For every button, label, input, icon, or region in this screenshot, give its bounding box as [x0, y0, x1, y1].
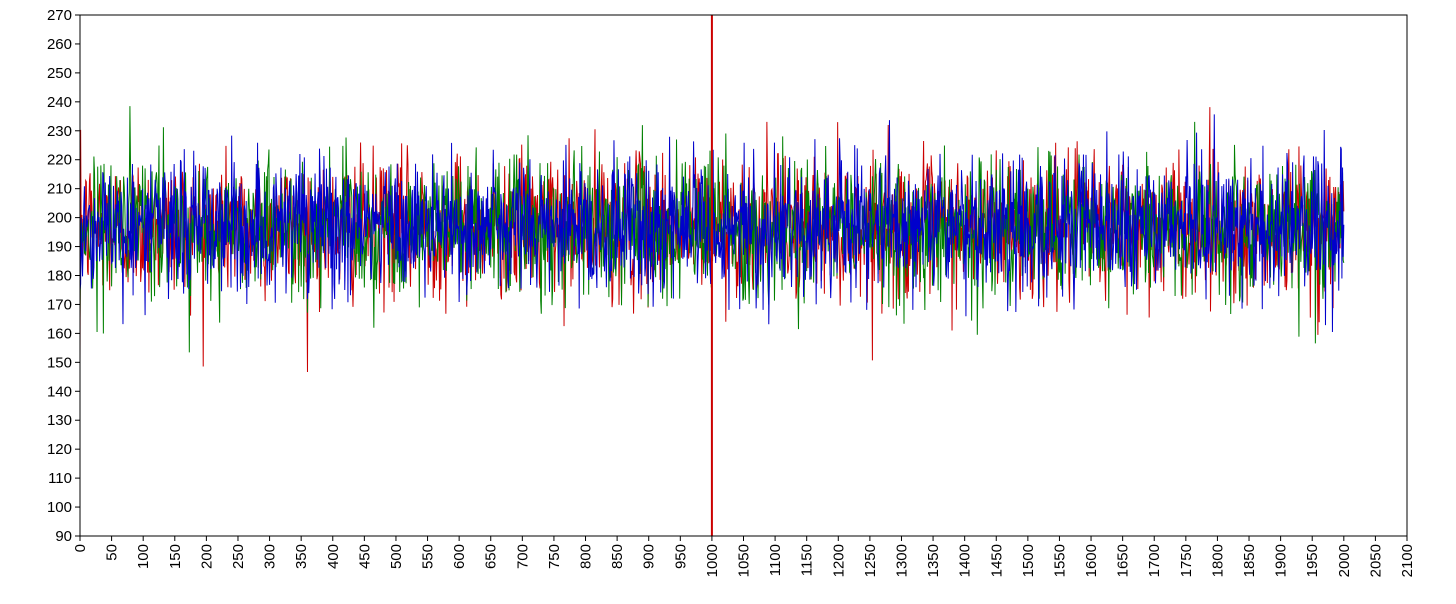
y-tick-label: 90 — [55, 528, 72, 545]
x-tick-label: 1450 — [988, 544, 1005, 577]
y-tick-label: 270 — [47, 7, 72, 24]
x-tick-label: 2050 — [1367, 544, 1384, 577]
y-tick-label: 150 — [47, 354, 72, 371]
x-tick-label: 1200 — [830, 544, 847, 577]
y-tick-label: 170 — [47, 296, 72, 313]
x-tick-label: 1750 — [1178, 544, 1195, 577]
y-tick-label: 100 — [47, 499, 72, 516]
x-axis: 0 50 100 150 200 250 300 350 400 450 500 550 600 650 7… — [72, 536, 1416, 577]
y-tick-label: 220 — [47, 152, 72, 169]
x-tick-label: 200 — [198, 544, 215, 569]
y-tick-label: 180 — [47, 268, 72, 285]
x-tick-label: 1350 — [925, 544, 942, 577]
x-tick-label: 2000 — [1336, 544, 1353, 577]
x-tick-label: 300 — [262, 544, 279, 569]
y-tick-label: 250 — [47, 65, 72, 82]
x-tick-label: 1600 — [1083, 544, 1100, 577]
x-tick-label: 250 — [230, 544, 247, 569]
x-tick-label: 600 — [451, 544, 468, 569]
x-tick-label: 400 — [325, 544, 342, 569]
x-tick-label: 100 — [135, 544, 152, 569]
x-tick-label: 1950 — [1304, 544, 1321, 577]
x-tick-label: 0 — [72, 544, 89, 552]
x-tick-label: 350 — [293, 544, 310, 569]
y-tick-label: 260 — [47, 36, 72, 53]
y-tick-label: 210 — [47, 181, 72, 198]
x-tick-label: 150 — [167, 544, 184, 569]
y-tick-label: 230 — [47, 123, 72, 140]
x-tick-label: 450 — [356, 544, 373, 569]
x-tick-label: 850 — [609, 544, 626, 569]
x-tick-label: 1400 — [957, 544, 974, 577]
x-tick-label: 2100 — [1399, 544, 1416, 577]
x-tick-label: 650 — [483, 544, 500, 569]
y-tick-label: 120 — [47, 441, 72, 458]
x-tick-label: 950 — [672, 544, 689, 569]
y-tick-label: 160 — [47, 325, 72, 342]
x-tick-label: 900 — [641, 544, 658, 569]
x-tick-label: 1100 — [767, 544, 784, 576]
x-tick-label: 1150 — [799, 544, 816, 576]
x-tick-label: 550 — [420, 544, 437, 569]
x-tick-label: 1850 — [1241, 544, 1258, 577]
x-tick-label: 1000 — [704, 544, 721, 577]
y-tick-label: 240 — [47, 94, 72, 111]
x-tick-label: 1800 — [1209, 544, 1226, 577]
y-tick-label: 110 — [48, 470, 72, 487]
x-tick-label: 800 — [578, 544, 595, 569]
x-tick-label: 1900 — [1273, 544, 1290, 577]
x-tick-label: 1050 — [736, 544, 753, 577]
y-axis: 90 100 110 120 130 140 150 160 170 180 190 200 210 22… — [47, 7, 80, 545]
x-tick-label: 1300 — [893, 544, 910, 577]
x-tick-label: 500 — [388, 544, 405, 569]
y-tick-label: 130 — [47, 412, 72, 429]
x-tick-label: 1500 — [1020, 544, 1037, 577]
x-tick-label: 1650 — [1115, 544, 1132, 577]
x-tick-label: 1700 — [1146, 544, 1163, 577]
y-tick-label: 140 — [47, 383, 72, 400]
x-tick-label: 1550 — [1051, 544, 1068, 577]
y-tick-label: 200 — [47, 210, 72, 227]
y-tick-label: 190 — [47, 239, 72, 256]
x-tick-label: 700 — [514, 544, 531, 569]
x-tick-label: 50 — [104, 544, 121, 561]
x-tick-label: 1250 — [862, 544, 879, 577]
x-tick-label: 750 — [546, 544, 563, 569]
